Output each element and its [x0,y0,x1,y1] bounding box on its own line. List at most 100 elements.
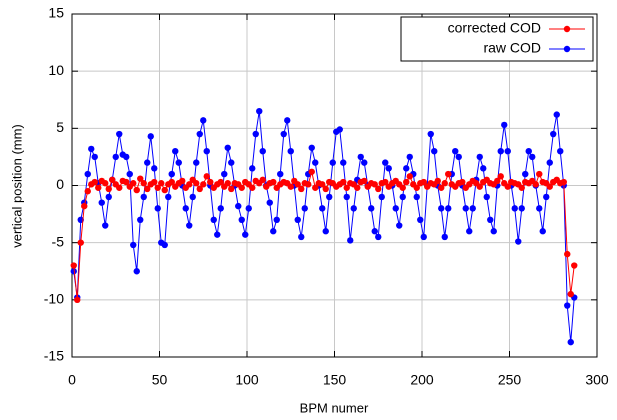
point [529,153,536,161]
point [525,148,532,155]
point [217,205,224,212]
point [459,178,466,186]
point [133,268,140,275]
point [228,159,235,166]
point [77,239,84,246]
point [385,165,392,172]
point [329,159,336,166]
point [84,170,91,178]
point [266,199,273,206]
point [207,178,214,186]
point [375,185,382,193]
point [312,159,319,166]
point [112,153,119,161]
point [252,130,259,138]
point [210,216,217,223]
point [462,205,469,212]
point [284,117,291,124]
point [123,178,130,186]
point [196,185,203,193]
point [564,250,571,258]
point [84,188,91,195]
point [501,121,508,129]
point [571,262,578,269]
y-axis-label: vertical position (mm) [9,124,24,248]
legend-box [400,16,594,62]
point [81,202,88,210]
point [567,290,574,298]
point [480,165,487,172]
y-tick-label: 5 [56,119,64,135]
point [340,159,347,166]
point [455,153,462,161]
x-axis-label: BPM numer [300,400,369,415]
point [343,184,350,191]
point [249,165,256,172]
point [91,178,98,186]
point [567,338,574,346]
point [308,168,315,175]
point [497,148,504,155]
point [413,193,420,201]
point [417,216,424,223]
point [116,130,123,138]
point [102,180,109,187]
x-tick-label: 300 [585,372,609,388]
point [319,205,326,212]
point [371,181,378,188]
series-line [73,111,575,343]
point [186,222,193,229]
point [438,184,445,191]
point [161,241,168,249]
point [200,181,207,188]
point [172,148,179,155]
point [396,222,403,229]
point [144,159,151,166]
x-tick-label: 150 [323,372,347,388]
x-tick-label: 50 [152,372,168,388]
point [441,233,448,241]
point [193,159,200,166]
point [294,216,301,223]
point [532,181,539,188]
x-tick-label: 250 [498,372,522,388]
point [487,216,494,223]
point [165,193,172,201]
y-tick-label: -5 [52,233,65,249]
point [196,130,203,138]
y-tick-label: 15 [48,5,64,21]
point [319,181,326,188]
point [420,233,427,241]
point [347,237,354,244]
point [420,178,427,186]
point [564,302,571,309]
point [497,173,504,180]
point [193,180,200,187]
point [126,170,133,178]
point [483,193,490,201]
point [322,228,329,235]
point [466,228,473,235]
legend-label: corrected COD [448,20,541,36]
point [546,159,553,166]
point [154,184,161,191]
point [441,180,448,187]
point [74,296,81,304]
point [546,183,553,190]
point [452,148,459,155]
point [322,185,329,193]
legend-label: raw COD [483,40,541,56]
point [326,193,333,201]
point [217,178,224,186]
point [406,173,413,180]
point [294,181,301,188]
point [287,148,294,155]
point [151,178,158,186]
x-tick-label: 200 [410,372,434,388]
point [354,184,361,191]
point [102,222,109,229]
point [518,205,525,212]
point [245,205,252,212]
point [186,181,193,188]
